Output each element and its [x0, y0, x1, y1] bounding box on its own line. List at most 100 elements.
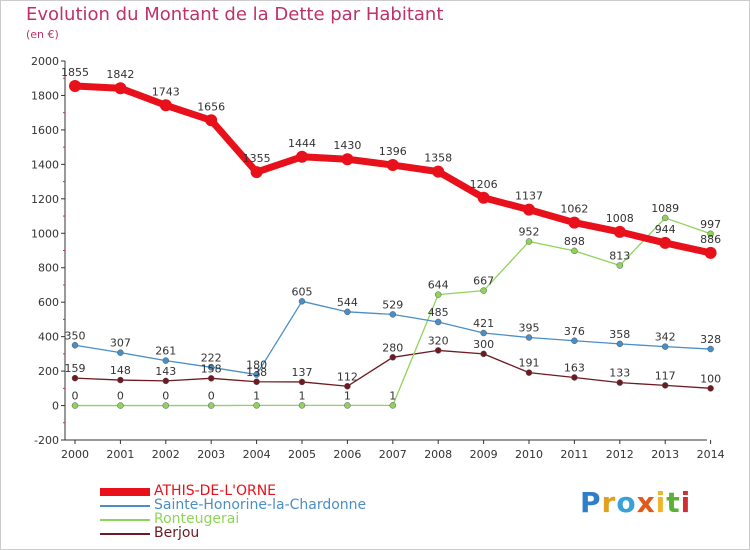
data-label: 180	[246, 359, 267, 372]
data-label: 191	[519, 357, 540, 370]
data-label: 1206	[470, 178, 498, 191]
proxiti-logo: Proxiti	[580, 486, 692, 519]
y-tick-label: -200	[34, 434, 59, 447]
data-point	[207, 364, 215, 371]
data-point	[571, 337, 578, 345]
data-point	[661, 214, 669, 222]
data-label: 0	[208, 390, 215, 403]
data-point	[344, 383, 351, 390]
data-point	[253, 371, 260, 378]
data-point	[162, 402, 170, 409]
data-label: 1008	[606, 212, 634, 225]
data-point	[253, 402, 260, 409]
data-label: 813	[609, 249, 630, 262]
x-tick-label: 2008	[424, 448, 452, 461]
data-point	[389, 311, 397, 318]
data-label: 605	[292, 285, 313, 298]
data-point	[616, 379, 624, 386]
data-point	[707, 230, 714, 238]
data-label: 148	[110, 364, 131, 377]
data-label: 158	[201, 362, 222, 375]
data-point	[571, 374, 578, 381]
data-label: 667	[473, 275, 494, 288]
data-point	[344, 402, 351, 409]
data-label: 159	[65, 362, 86, 375]
data-label: 0	[72, 390, 79, 403]
x-tick-label: 2007	[379, 448, 407, 461]
x-tick-label: 2009	[470, 448, 498, 461]
data-label: 138	[246, 366, 267, 379]
data-point	[480, 329, 487, 337]
data-label: 1	[344, 389, 351, 402]
data-point	[298, 378, 306, 386]
data-point	[525, 334, 533, 341]
data-point	[253, 378, 260, 386]
legend-item: Berjou	[100, 525, 460, 541]
y-tick-label: 1400	[31, 158, 59, 171]
data-point	[571, 247, 578, 255]
data-label: 944	[655, 223, 676, 236]
data-point	[71, 402, 79, 409]
data-label: 1855	[61, 66, 89, 79]
data-label: 1	[389, 389, 396, 402]
data-label: 1	[253, 389, 260, 402]
x-tick-label: 2013	[651, 448, 679, 461]
data-label: 163	[564, 361, 585, 374]
x-tick-label: 2014	[697, 448, 725, 461]
chart-title: Evolution du Montant de la Dette par Hab…	[26, 4, 444, 25]
data-point	[71, 374, 79, 382]
y-tick-label: 1800	[31, 89, 59, 102]
data-label: 952	[519, 226, 540, 239]
x-tick-label: 2005	[288, 448, 316, 461]
data-point	[344, 308, 351, 316]
data-label: 280	[382, 341, 403, 354]
data-label: 1137	[515, 190, 543, 203]
data-point	[613, 225, 626, 238]
data-point	[205, 114, 218, 127]
data-point	[434, 318, 442, 326]
data-label: 320	[428, 334, 449, 347]
data-label: 100	[700, 372, 721, 385]
legend-label: ATHIS-DE-L'ORNE	[154, 483, 277, 499]
data-label: 395	[519, 321, 540, 334]
data-point	[432, 165, 445, 178]
data-point	[386, 159, 399, 172]
legend-item: ATHIS-DE-L'ORNE	[100, 483, 460, 499]
data-label: 1656	[197, 100, 225, 113]
data-point	[298, 298, 306, 305]
x-tick-label: 2004	[243, 448, 271, 461]
data-label: 261	[155, 345, 176, 358]
x-tick-label: 2010	[515, 448, 543, 461]
data-point	[434, 291, 442, 298]
data-label: 529	[382, 298, 403, 311]
y-tick-label: 600	[38, 296, 59, 309]
legend-label: Sainte-Honorine-la-Chardonne	[154, 497, 367, 513]
data-point	[707, 385, 714, 392]
data-point	[296, 150, 308, 163]
data-label: 143	[155, 365, 176, 378]
data-point	[159, 99, 172, 112]
data-label: 222	[201, 351, 222, 364]
data-label: 1358	[424, 152, 452, 165]
data-point	[661, 343, 669, 350]
y-tick-label: 200	[38, 365, 59, 378]
x-tick-label: 2003	[197, 448, 225, 461]
data-point	[117, 402, 124, 409]
data-point	[162, 357, 170, 364]
data-label: 0	[162, 390, 169, 403]
y-tick-label: 1200	[31, 193, 59, 206]
data-label: 137	[292, 366, 313, 379]
x-tick-label: 2006	[333, 448, 361, 461]
y-tick-label: 1600	[31, 124, 59, 137]
data-label: 1396	[379, 145, 407, 158]
x-tick-label: 2002	[152, 448, 180, 461]
data-point	[616, 262, 624, 269]
legend-swatch	[100, 505, 150, 507]
data-point	[250, 166, 263, 179]
data-point	[207, 375, 215, 382]
data-label: 1	[299, 389, 306, 402]
y-tick-label: 1000	[31, 227, 59, 240]
legend-label: Berjou	[154, 525, 200, 541]
x-tick-label: 2001	[106, 448, 134, 461]
